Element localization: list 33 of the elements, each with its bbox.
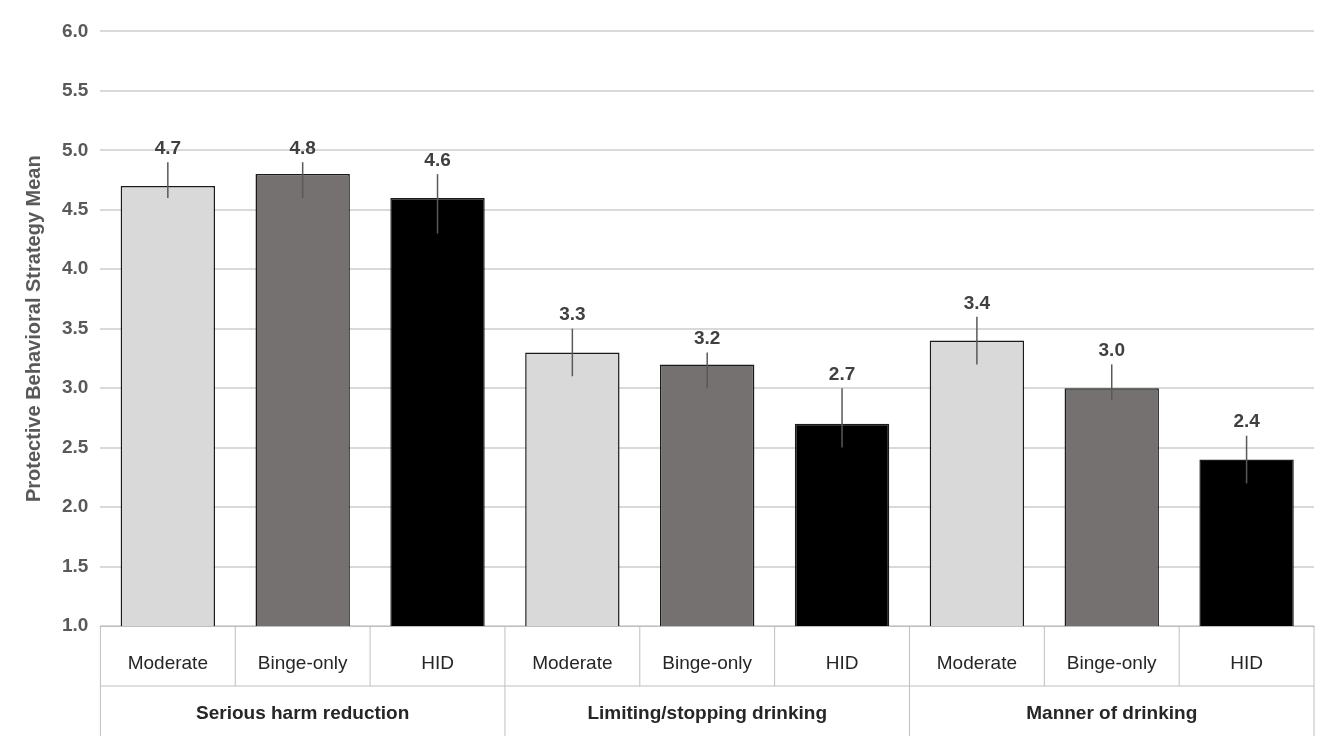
y-tick-label: 1.5	[61, 554, 89, 576]
data-label: 3.0	[1098, 339, 1125, 361]
data-label: 4.6	[424, 148, 451, 170]
data-label: 3.2	[694, 327, 721, 349]
y-tick-label: 5.5	[61, 79, 89, 101]
y-tick-label: 3.0	[61, 376, 89, 398]
text: Moderate	[127, 652, 208, 674]
data-label: 3.3	[559, 303, 586, 325]
x-tick-label: Manner of drinking	[1026, 702, 1198, 724]
y-tick-label: 2.0	[61, 495, 89, 517]
text: Moderate	[532, 652, 613, 674]
y-tick-label: 4.0	[61, 257, 89, 279]
text: Binge-only	[257, 652, 348, 674]
text: HID	[825, 652, 859, 674]
data-label: 4.8	[289, 136, 316, 158]
x-tick-label: Serious harm reduction	[196, 702, 410, 724]
series-label: HID	[1230, 652, 1263, 674]
y-tick-label: 2.5	[61, 435, 89, 457]
y-axis-title: Protective Behavioral Strategy Mean	[21, 155, 44, 503]
data-label: 2.4	[1233, 410, 1261, 432]
y-tick-label: 4.5	[61, 198, 89, 220]
data-label: 3.4	[963, 291, 991, 313]
y-tick-label: 5.0	[61, 138, 89, 160]
text: HID	[421, 652, 454, 674]
data-label: 4.7	[154, 136, 182, 158]
series-label: Moderate	[936, 652, 1018, 674]
series-label: Binge-only	[662, 652, 753, 674]
x-tick-label: Limiting/stopping drinking	[587, 702, 827, 724]
y-tick-label: 3.5	[61, 316, 89, 338]
y-tick-label: 6.0	[61, 19, 89, 41]
text: Binge-only	[1066, 652, 1157, 674]
data-label: 2.7	[828, 362, 856, 384]
y-tick-label: 1.0	[61, 614, 89, 636]
